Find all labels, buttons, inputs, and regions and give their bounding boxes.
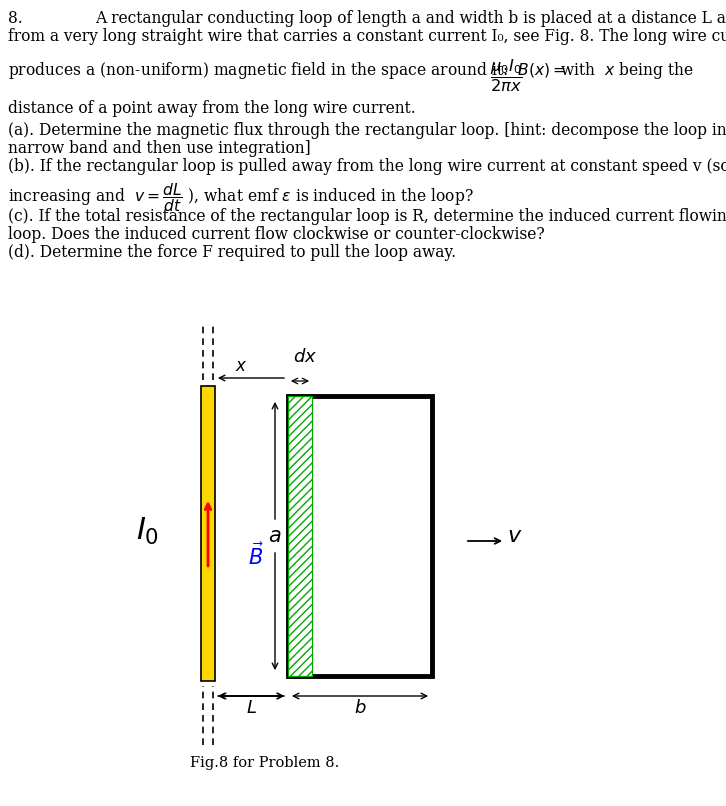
Text: $I_0$: $I_0$: [136, 516, 160, 546]
Text: (a). Determine the magnetic flux through the rectangular loop. [hint: decompose : (a). Determine the magnetic flux through…: [8, 122, 726, 139]
Text: with  $x$ being the: with $x$ being the: [560, 60, 694, 81]
Text: from a very long straight wire that carries a constant current I₀, see Fig. 8. T: from a very long straight wire that carr…: [8, 28, 726, 45]
Text: $b$: $b$: [354, 699, 367, 717]
Text: 8.: 8.: [8, 10, 23, 27]
Text: Fig.8 for Problem 8.: Fig.8 for Problem 8.: [190, 756, 339, 770]
Text: $dx$: $dx$: [293, 348, 317, 366]
Text: $\vec{B}$: $\vec{B}$: [248, 542, 264, 569]
Text: loop. Does the induced current flow clockwise or counter-clockwise?: loop. Does the induced current flow cloc…: [8, 226, 544, 243]
Text: A rectangular conducting loop of length a and width b is placed at a distance L : A rectangular conducting loop of length …: [95, 10, 726, 27]
Text: $v$: $v$: [507, 525, 523, 547]
Bar: [288, 396, 312, 676]
Text: $x$: $x$: [235, 358, 248, 375]
Text: increasing and  $v = \dfrac{dL}{dt}$ ), what emf $\varepsilon$ is induced in the: increasing and $v = \dfrac{dL}{dt}$ ), w…: [8, 181, 474, 214]
Text: narrow band and then use integration]: narrow band and then use integration]: [8, 140, 311, 157]
Bar: [288, 396, 312, 676]
Text: $\dfrac{\mu_0 I_0}{2\pi x}$: $\dfrac{\mu_0 I_0}{2\pi x}$: [490, 58, 523, 94]
Text: (d). Determine the force F required to pull the loop away.: (d). Determine the force F required to p…: [8, 244, 456, 261]
Text: distance of a point away from the long wire current.: distance of a point away from the long w…: [8, 100, 416, 117]
Text: produces a (non-uniform) magnetic field in the space around it:  $B(x) =$: produces a (non-uniform) magnetic field …: [8, 60, 566, 81]
Bar: [288, 396, 432, 676]
Text: $a$: $a$: [269, 526, 282, 546]
Text: (b). If the rectangular loop is pulled away from the long wire current at consta: (b). If the rectangular loop is pulled a…: [8, 158, 726, 175]
Bar: [201, 386, 215, 681]
Text: (c). If the total resistance of the rectangular loop is R, determine the induced: (c). If the total resistance of the rect…: [8, 208, 726, 225]
Text: $L$: $L$: [246, 699, 257, 717]
